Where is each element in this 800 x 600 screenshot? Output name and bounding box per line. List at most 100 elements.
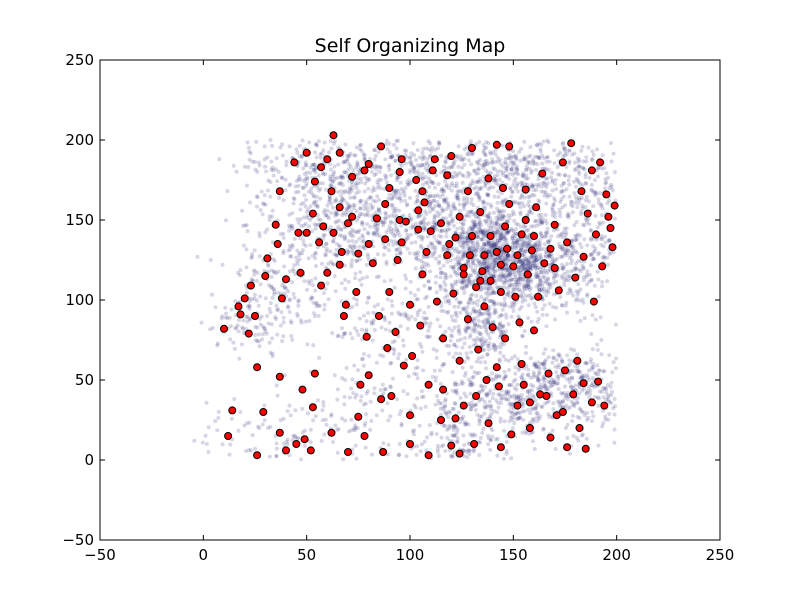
data-point: [336, 162, 341, 167]
data-point: [286, 248, 291, 253]
data-point: [257, 426, 262, 431]
data-point: [351, 168, 356, 173]
data-point: [456, 262, 461, 267]
data-point: [346, 205, 351, 210]
data-point: [561, 140, 566, 145]
som-node: [348, 212, 357, 221]
data-point: [340, 416, 344, 421]
data-point: [573, 298, 578, 303]
data-point: [505, 252, 510, 257]
data-point: [497, 238, 502, 243]
data-point: [479, 325, 484, 330]
data-point: [248, 317, 253, 322]
x-tick-label: −50: [84, 546, 116, 564]
data-point: [508, 186, 513, 191]
data-point: [482, 404, 487, 409]
data-point: [460, 230, 465, 235]
data-point: [500, 307, 505, 312]
data-point: [397, 312, 402, 317]
data-point: [262, 269, 267, 273]
data-point: [413, 240, 418, 245]
data-point: [558, 210, 562, 215]
data-point: [432, 250, 437, 255]
data-point: [397, 246, 402, 251]
data-point: [570, 152, 575, 157]
data-point: [483, 163, 488, 168]
data-point: [433, 220, 437, 225]
data-point: [572, 191, 577, 196]
data-point: [413, 188, 418, 193]
som-node: [608, 243, 617, 252]
data-point: [356, 168, 361, 173]
data-point: [546, 240, 551, 245]
data-point: [461, 242, 466, 247]
data-point: [403, 273, 408, 278]
data-point: [500, 274, 505, 279]
data-point: [364, 391, 369, 396]
data-point: [351, 243, 356, 248]
som-node: [532, 203, 541, 212]
data-point: [533, 274, 538, 279]
som-node: [561, 366, 569, 375]
data-point: [475, 239, 480, 244]
data-point: [415, 169, 420, 174]
data-point: [555, 381, 560, 386]
data-point: [241, 318, 246, 323]
som-node: [472, 392, 481, 400]
data-point: [394, 252, 399, 257]
data-point: [486, 270, 491, 275]
data-point: [451, 204, 456, 209]
data-point: [383, 216, 388, 221]
data-point: [431, 194, 436, 198]
data-point: [600, 408, 605, 413]
data-point: [600, 206, 605, 211]
data-point: [440, 228, 444, 233]
data-point: [480, 397, 485, 402]
data-point: [281, 251, 286, 256]
data-point: [467, 214, 472, 219]
data-point: [572, 348, 577, 353]
data-point: [434, 173, 439, 178]
data-point: [448, 425, 453, 430]
data-point: [439, 401, 444, 406]
som-node: [354, 249, 363, 258]
data-point: [584, 361, 589, 366]
data-point: [603, 240, 608, 245]
data-point: [332, 373, 337, 378]
data-point: [432, 213, 437, 218]
data-point: [465, 170, 470, 175]
data-point: [571, 293, 576, 298]
data-point: [418, 243, 423, 248]
data-point: [519, 146, 524, 151]
data-point: [513, 396, 518, 401]
data-point: [578, 241, 583, 246]
data-point: [605, 279, 610, 284]
data-point: [253, 269, 258, 274]
data-point: [486, 317, 491, 322]
data-point: [362, 207, 367, 212]
data-point: [480, 312, 485, 316]
data-point: [472, 329, 477, 334]
som-node: [577, 187, 586, 196]
data-point: [404, 148, 409, 153]
data-point: [377, 169, 382, 174]
data-point: [551, 260, 556, 265]
data-point: [534, 257, 539, 262]
som-node: [329, 131, 338, 140]
data-point: [475, 160, 479, 165]
data-point: [568, 384, 573, 389]
data-point: [304, 197, 309, 202]
som-node: [220, 324, 228, 333]
data-point: [329, 184, 334, 189]
data-point: [463, 249, 468, 254]
data-point: [487, 249, 492, 254]
data-point: [560, 243, 565, 248]
data-point: [265, 227, 270, 232]
data-point: [427, 185, 432, 189]
data-point: [531, 159, 536, 164]
data-point: [336, 427, 341, 432]
data-point: [540, 307, 545, 311]
data-point: [526, 259, 530, 264]
data-point: [318, 152, 323, 157]
data-point: [289, 320, 294, 325]
